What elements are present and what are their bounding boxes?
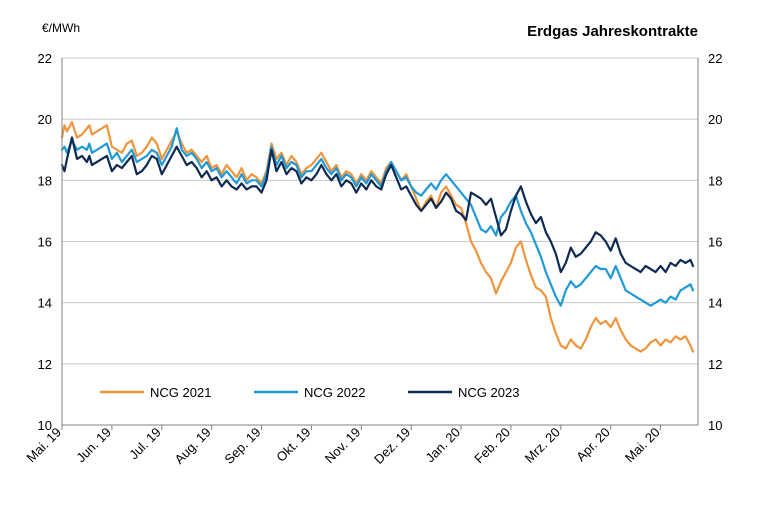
y-tick-label-left: 10	[38, 418, 52, 433]
chart-title: Erdgas Jahreskontrakte	[527, 23, 698, 40]
series-line-ncg-2022	[60, 127, 695, 307]
unit-label: €/MWh	[42, 21, 80, 35]
y-tick-label-right: 14	[708, 296, 722, 311]
x-tick-label: Nov. 19	[322, 425, 364, 467]
legend-entry: NCG 2022	[304, 385, 365, 400]
series-line-ncg-2021	[60, 121, 695, 353]
legend-entry: NCG 2023	[458, 385, 519, 400]
series-line-ncg-2023	[60, 136, 695, 274]
x-tick-label: Okt. 19	[273, 425, 313, 465]
x-tick-label: Jun. 19	[73, 425, 114, 466]
x-tick-label: Dez. 19	[371, 425, 413, 467]
y-tick-label-left: 18	[38, 173, 52, 188]
y-tick-label-right: 16	[708, 235, 722, 250]
x-tick-label: Sep. 19	[221, 425, 263, 467]
x-tick-label: Mai. 20	[622, 425, 663, 466]
y-tick-label-right: 22	[708, 51, 722, 66]
x-tick-label: Feb. 20	[471, 425, 513, 467]
x-tick-label: Aug. 19	[171, 425, 213, 467]
y-tick-label-left: 20	[38, 112, 52, 127]
x-tick-label: Jan. 20	[422, 425, 463, 466]
y-tick-label-left: 12	[38, 357, 52, 372]
y-tick-label-left: 16	[38, 235, 52, 250]
x-tick-label: Jul. 19	[126, 425, 164, 463]
x-tick-label: Apr. 20	[573, 425, 613, 465]
series-lines	[60, 121, 695, 353]
y-tick-label-right: 12	[708, 357, 722, 372]
x-tick-label: Mrz. 20	[522, 425, 563, 466]
y-tick-label-right: 10	[708, 418, 722, 433]
legend-entry: NCG 2021	[150, 385, 211, 400]
legend: NCG 2021 NCG 2022 NCG 2023	[100, 385, 519, 400]
y-tick-label-right: 18	[708, 173, 722, 188]
gridlines	[62, 57, 698, 365]
y-tick-label-right: 20	[708, 112, 722, 127]
y-tick-label-left: 22	[38, 51, 52, 66]
y-tick-label-left: 14	[38, 296, 52, 311]
